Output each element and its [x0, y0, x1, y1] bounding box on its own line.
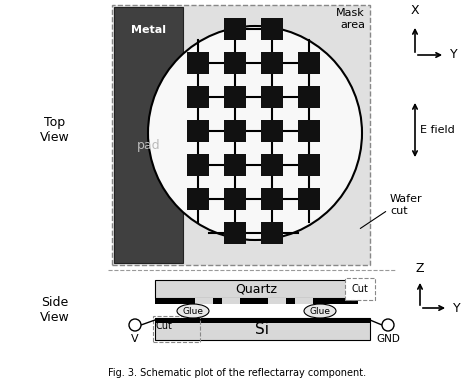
Ellipse shape	[177, 304, 209, 318]
Text: Wafer
cut: Wafer cut	[390, 194, 423, 216]
FancyBboxPatch shape	[224, 188, 246, 210]
FancyBboxPatch shape	[261, 120, 283, 142]
FancyBboxPatch shape	[187, 154, 209, 176]
Circle shape	[129, 319, 141, 331]
Text: Metal: Metal	[131, 25, 166, 35]
Text: Cut: Cut	[352, 284, 368, 294]
FancyBboxPatch shape	[298, 188, 320, 210]
FancyBboxPatch shape	[298, 52, 320, 74]
FancyBboxPatch shape	[261, 86, 283, 108]
FancyBboxPatch shape	[187, 120, 209, 142]
FancyBboxPatch shape	[224, 18, 246, 40]
FancyBboxPatch shape	[268, 298, 286, 304]
FancyBboxPatch shape	[114, 7, 183, 263]
FancyBboxPatch shape	[298, 86, 320, 108]
FancyBboxPatch shape	[298, 154, 320, 176]
Text: pad: pad	[137, 139, 160, 152]
FancyBboxPatch shape	[112, 5, 370, 265]
Text: E field: E field	[420, 125, 455, 135]
Text: GND: GND	[376, 334, 400, 344]
Text: Top
View: Top View	[40, 116, 70, 144]
FancyBboxPatch shape	[261, 154, 283, 176]
FancyBboxPatch shape	[155, 318, 370, 340]
FancyBboxPatch shape	[155, 298, 358, 304]
Text: Z: Z	[416, 262, 424, 275]
Text: Glue: Glue	[182, 306, 203, 315]
FancyBboxPatch shape	[261, 52, 283, 74]
FancyBboxPatch shape	[187, 188, 209, 210]
FancyBboxPatch shape	[261, 18, 283, 40]
FancyBboxPatch shape	[187, 86, 209, 108]
Text: Y: Y	[450, 48, 457, 61]
Text: Si: Si	[255, 322, 270, 336]
FancyBboxPatch shape	[224, 154, 246, 176]
FancyBboxPatch shape	[345, 278, 375, 300]
FancyBboxPatch shape	[224, 120, 246, 142]
Text: V: V	[131, 334, 139, 344]
Text: Cut: Cut	[156, 321, 173, 331]
Ellipse shape	[304, 304, 336, 318]
FancyBboxPatch shape	[298, 120, 320, 142]
Text: X: X	[410, 4, 419, 17]
Text: Quartz: Quartz	[236, 282, 277, 296]
FancyBboxPatch shape	[155, 280, 358, 298]
FancyBboxPatch shape	[187, 52, 209, 74]
Text: Glue: Glue	[310, 306, 330, 315]
Text: Y: Y	[453, 301, 461, 314]
Circle shape	[382, 319, 394, 331]
FancyBboxPatch shape	[195, 298, 213, 304]
FancyBboxPatch shape	[224, 52, 246, 74]
FancyBboxPatch shape	[261, 188, 283, 210]
FancyBboxPatch shape	[222, 298, 240, 304]
FancyBboxPatch shape	[295, 298, 313, 304]
FancyBboxPatch shape	[261, 222, 283, 244]
Circle shape	[148, 26, 362, 240]
FancyBboxPatch shape	[155, 318, 370, 323]
Text: Side
View: Side View	[40, 296, 70, 324]
FancyBboxPatch shape	[224, 222, 246, 244]
FancyBboxPatch shape	[224, 86, 246, 108]
Text: Mask
area: Mask area	[336, 8, 365, 30]
Text: Fig. 3. Schematic plot of the reflectarray component.: Fig. 3. Schematic plot of the reflectarr…	[108, 368, 366, 378]
